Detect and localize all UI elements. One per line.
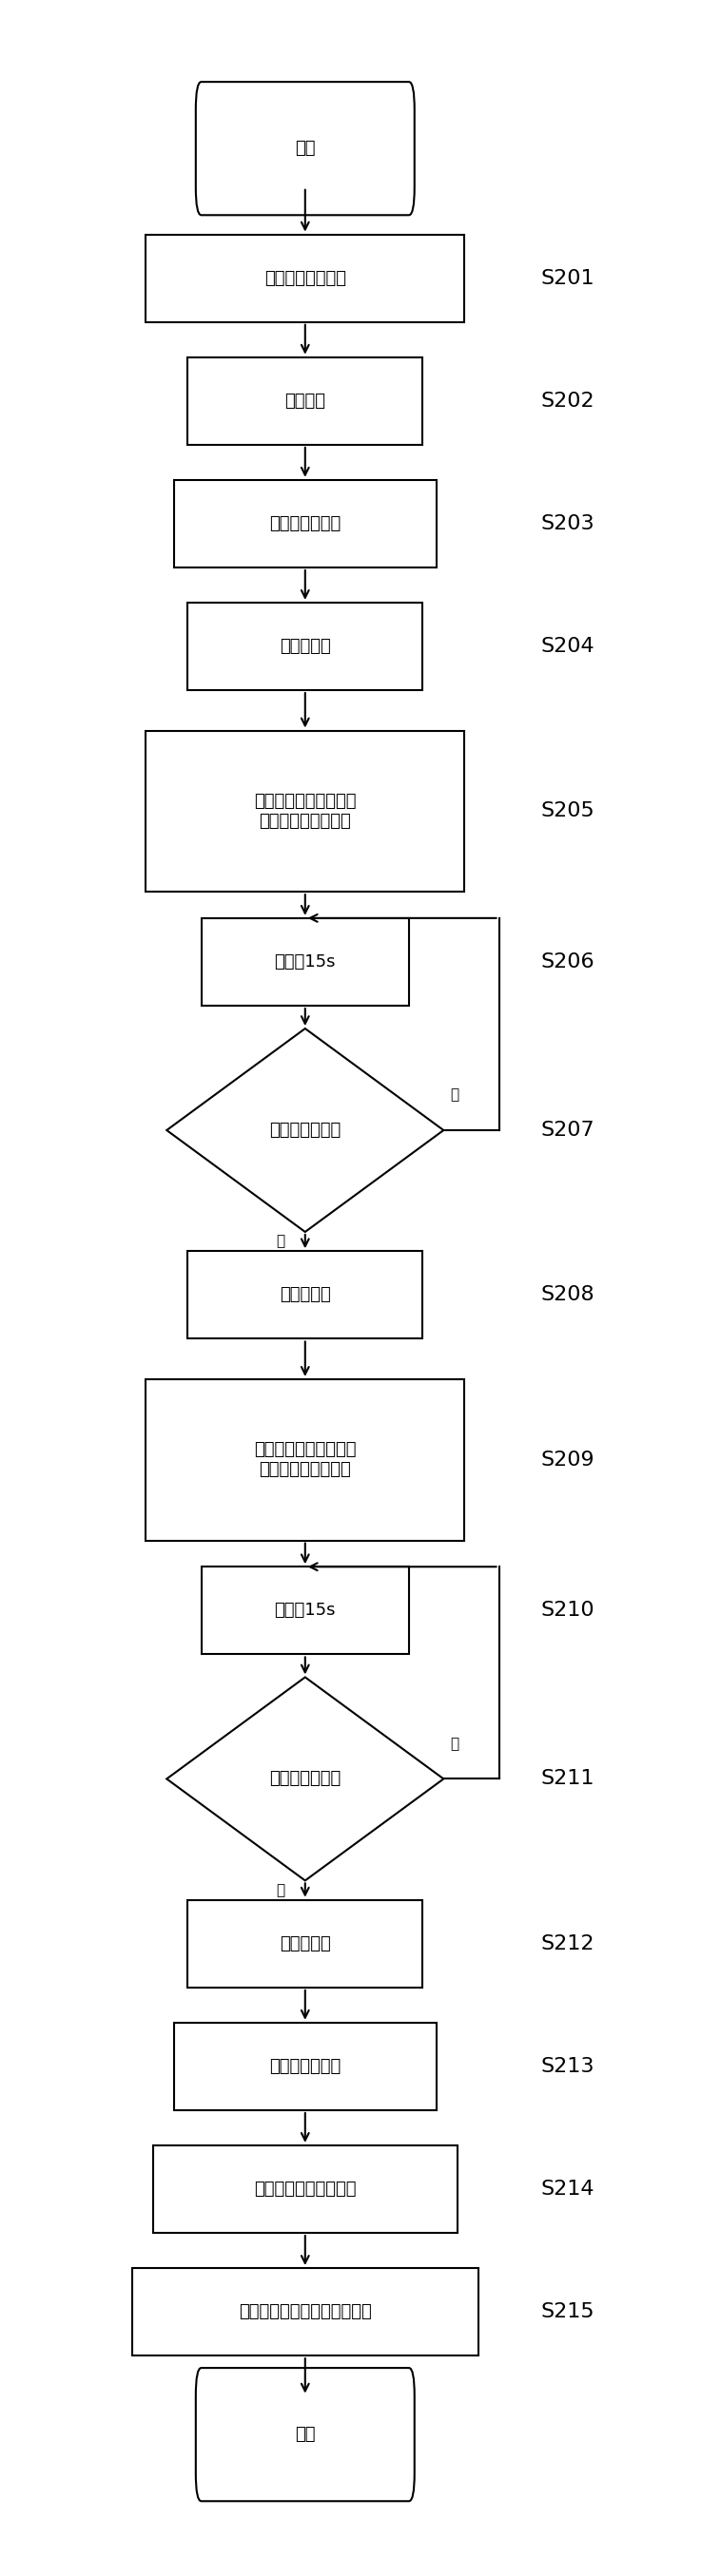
- Text: 第三次测量结束: 第三次测量结束: [270, 2058, 341, 2074]
- Text: 选择深度测量模式: 选择深度测量模式: [264, 270, 346, 286]
- Text: S210: S210: [541, 1602, 594, 1620]
- Text: S213: S213: [541, 2056, 594, 2076]
- Text: S212: S212: [541, 1935, 594, 1953]
- Text: 是: 是: [275, 1883, 284, 1899]
- Text: S208: S208: [541, 1285, 594, 1303]
- Bar: [132, 2267, 478, 2354]
- Bar: [153, 2146, 457, 2233]
- Text: S211: S211: [541, 1770, 594, 1788]
- Text: S202: S202: [541, 392, 594, 410]
- Bar: [187, 1252, 423, 1340]
- Text: S204: S204: [541, 636, 594, 657]
- Bar: [201, 1566, 409, 1654]
- Text: 启动测量: 启动测量: [285, 392, 326, 410]
- Text: 是: 是: [275, 1234, 284, 1249]
- Text: S215: S215: [541, 2303, 594, 2321]
- Text: 倒计时时间到？: 倒计时时间到？: [270, 1770, 341, 1788]
- Text: S209: S209: [541, 1450, 594, 1468]
- FancyBboxPatch shape: [196, 2367, 415, 2501]
- Text: 结束: 结束: [295, 2427, 315, 2442]
- Text: S207: S207: [541, 1121, 594, 1139]
- Text: S201: S201: [541, 268, 594, 289]
- Bar: [146, 234, 464, 322]
- FancyBboxPatch shape: [196, 82, 415, 216]
- Text: S205: S205: [541, 801, 594, 822]
- Polygon shape: [167, 1028, 443, 1231]
- Text: 测量前语音播报: 测量前语音播报: [270, 515, 341, 533]
- Text: 三次测量结果分析处理: 三次测量结果分析处理: [254, 2179, 356, 2197]
- Text: 第二次测量: 第二次测量: [280, 1285, 331, 1303]
- Bar: [174, 479, 437, 567]
- Text: 否: 否: [451, 1087, 459, 1103]
- Polygon shape: [167, 1677, 443, 1880]
- Text: 倒计时时间到？: 倒计时时间到？: [270, 1121, 341, 1139]
- Bar: [187, 603, 423, 690]
- Text: S214: S214: [541, 2179, 594, 2197]
- Text: 第一次测量结束，播报
并显示测量完成进度: 第一次测量结束，播报 并显示测量完成进度: [254, 793, 356, 829]
- Bar: [146, 732, 464, 891]
- Bar: [201, 917, 409, 1005]
- Bar: [174, 2022, 437, 2110]
- Bar: [146, 1378, 464, 1540]
- Bar: [187, 1901, 423, 1989]
- Text: 第三次测量: 第三次测量: [280, 1935, 331, 1953]
- Text: 倒计时15s: 倒计时15s: [275, 953, 336, 971]
- Text: 倒计时15s: 倒计时15s: [275, 1602, 336, 1620]
- Text: 开始: 开始: [295, 139, 315, 157]
- Text: 第一次测量: 第一次测量: [280, 639, 331, 654]
- Text: S203: S203: [541, 515, 594, 533]
- Text: 否: 否: [451, 1736, 459, 1752]
- Text: S206: S206: [541, 953, 594, 971]
- Text: 第二次测量结束，播报
并显示测量完成进度: 第二次测量结束，播报 并显示测量完成进度: [254, 1443, 356, 1479]
- Bar: [187, 358, 423, 446]
- Text: 显示测量结果并播报测量结果: 显示测量结果并播报测量结果: [239, 2303, 371, 2321]
